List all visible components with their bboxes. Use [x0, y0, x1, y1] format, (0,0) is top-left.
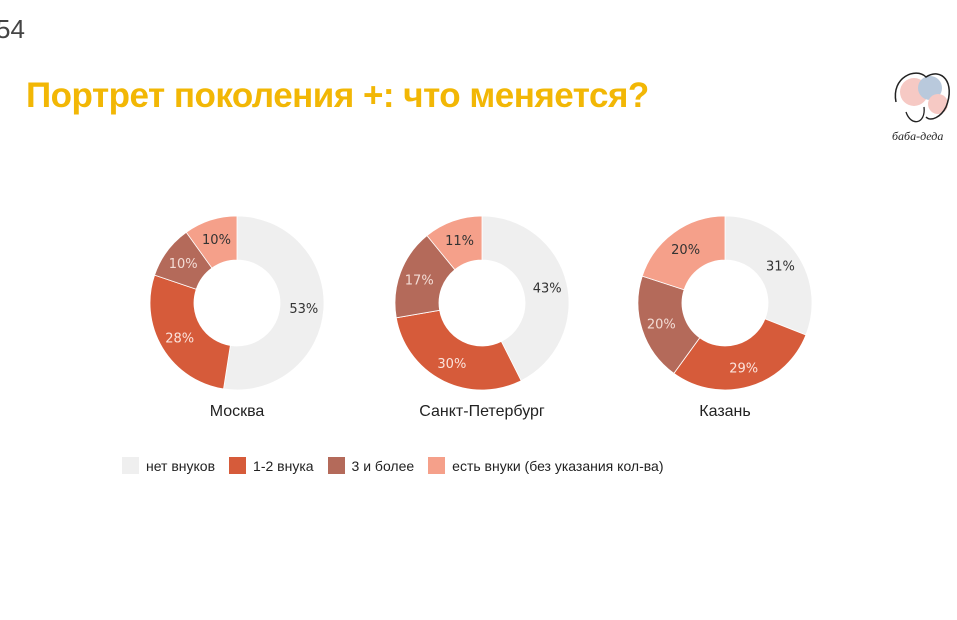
legend: нет внуков 1-2 внука 3 и более есть внуки (… — [122, 457, 663, 474]
slide-number: 54 — [0, 14, 25, 44]
legend-item: 1-2 внука — [229, 457, 314, 474]
legend-item: 3 и более — [327, 457, 415, 474]
donut-segment — [724, 215, 813, 336]
legend-label: есть внуки (без указания кол-ва) — [452, 457, 664, 474]
legend-item: есть внуки (без указания кол-ва) — [428, 457, 663, 474]
data-label: 20% — [671, 243, 700, 258]
data-label: 53% — [289, 302, 318, 317]
chart-label: Москва — [209, 403, 265, 420]
donut-segment — [149, 274, 231, 390]
page-title: Портрет поколения +: что меняется? — [26, 76, 649, 115]
donut-segment — [637, 275, 701, 374]
logo: баба-деда — [892, 72, 950, 143]
donut-segment — [395, 309, 522, 391]
legend-swatch — [229, 457, 247, 474]
donut-segment — [481, 215, 570, 382]
chart-label: Казань — [699, 403, 751, 420]
legend-swatch — [327, 457, 345, 474]
legend-item: нет внуков — [122, 457, 215, 474]
data-label: 30% — [437, 357, 466, 372]
data-label: 10% — [169, 257, 198, 272]
data-label: 11% — [445, 234, 474, 249]
data-label: 20% — [647, 318, 676, 333]
data-label: 43% — [533, 282, 562, 297]
legend-label: 1-2 внука — [253, 457, 314, 474]
donut-segment — [426, 215, 483, 271]
data-label: 17% — [405, 274, 434, 289]
legend-label: нет внуков — [146, 457, 216, 474]
donut-segment — [673, 318, 807, 391]
donut-segment — [641, 215, 726, 291]
legend-swatch — [428, 457, 446, 474]
donut-segment — [185, 215, 238, 269]
data-label: 28% — [165, 332, 194, 347]
data-label: 29% — [729, 361, 758, 376]
donut-segment — [223, 215, 325, 391]
svg-text:баба-деда: баба-деда — [892, 129, 943, 143]
chart-label: Санкт-Петербург — [419, 403, 545, 420]
legend-swatch — [122, 457, 139, 474]
data-label: 10% — [202, 233, 231, 248]
legend-label: 3 и более — [351, 457, 415, 474]
data-label: 31% — [766, 259, 795, 274]
